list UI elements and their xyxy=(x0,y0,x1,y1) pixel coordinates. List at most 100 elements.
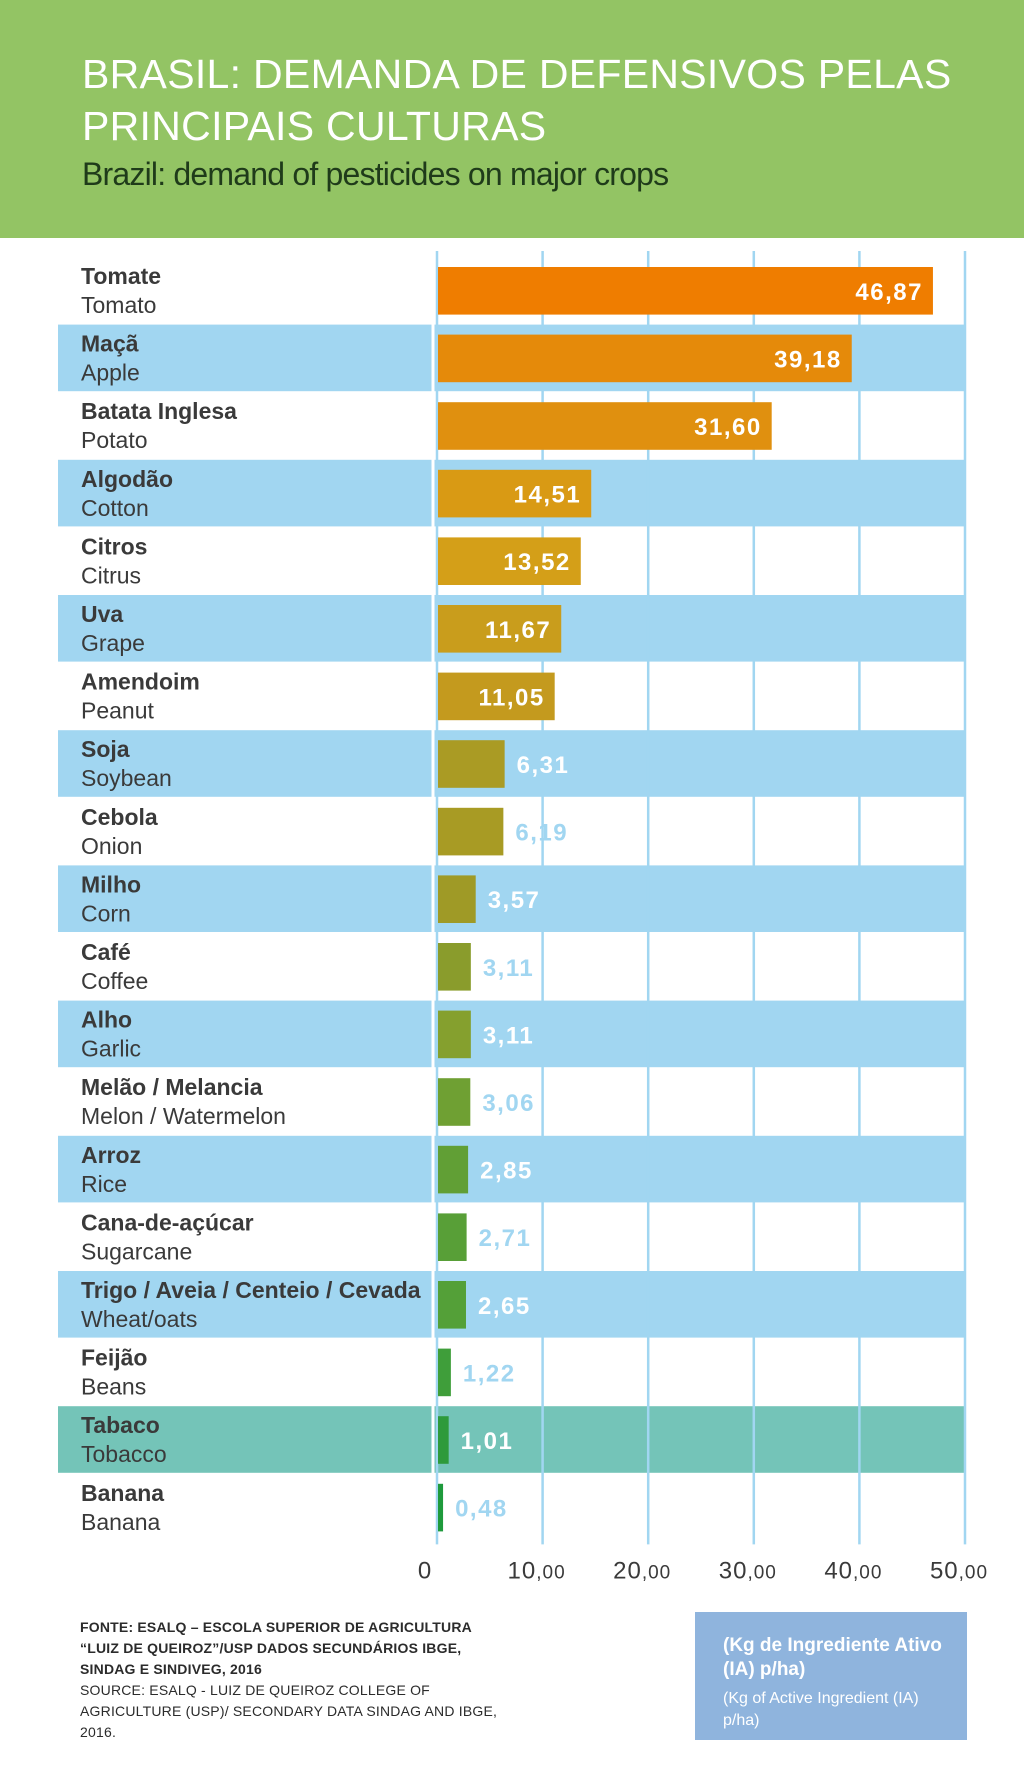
category-label-pt: Tabaco xyxy=(81,1412,160,1438)
x-tick-decimal: ,00 xyxy=(536,1562,565,1583)
bar xyxy=(438,605,562,653)
bar xyxy=(438,1213,467,1261)
x-tick-number: 10 xyxy=(508,1557,537,1584)
category-label-pt: Citros xyxy=(81,533,147,559)
category-label-pt: Banana xyxy=(81,1480,164,1506)
category-label-pt: Feijão xyxy=(81,1345,147,1371)
value-label: 3,57 xyxy=(488,887,541,914)
value-label: 39,18 xyxy=(774,346,842,373)
category-label-pt: Tomate xyxy=(81,263,161,289)
bar xyxy=(438,740,505,788)
category-label-pt: Cana-de-açúcar xyxy=(81,1209,254,1235)
x-tick-decimal: ,00 xyxy=(642,1562,671,1583)
bar xyxy=(438,1078,471,1126)
category-label-en: Corn xyxy=(81,900,131,926)
category-label-pt: Alho xyxy=(81,1007,132,1033)
bar xyxy=(438,1010,471,1059)
x-tick-decimal: ,00 xyxy=(747,1562,776,1583)
value-label: 6,19 xyxy=(515,820,568,847)
row-band xyxy=(58,1406,965,1473)
bar xyxy=(438,1348,451,1397)
bar xyxy=(438,1145,469,1194)
category-label-pt: Café xyxy=(81,939,131,965)
x-tick-number: 20 xyxy=(613,1557,642,1584)
category-label-en: Apple xyxy=(81,360,140,386)
x-tick-label: 30,00 xyxy=(719,1557,777,1584)
x-tick-decimal: ,00 xyxy=(959,1562,988,1583)
value-label: 3,11 xyxy=(483,955,534,982)
bar xyxy=(438,469,592,518)
value-label: 13,52 xyxy=(503,549,571,576)
value-label: 3,06 xyxy=(482,1090,535,1117)
value-label: 1,01 xyxy=(461,1428,514,1455)
x-tick-number: 0 xyxy=(418,1557,432,1584)
category-label-en: Rice xyxy=(81,1171,127,1197)
category-label-en: Tomato xyxy=(81,292,156,318)
value-label: 11,67 xyxy=(485,617,551,644)
category-label-en: Peanut xyxy=(81,698,155,724)
x-tick-number: 50 xyxy=(930,1557,959,1584)
bar-chart: Tomate Tomato 46,87 Maçã Apple 39,18 Batata In… xyxy=(58,251,988,1584)
category-label-en: Garlic xyxy=(81,1036,141,1062)
category-label-en: Wheat/oats xyxy=(81,1306,197,1332)
bar xyxy=(438,807,504,856)
category-label-pt: Melão / Melancia xyxy=(81,1074,263,1100)
category-label-en: Citrus xyxy=(81,562,141,588)
row-band xyxy=(58,865,965,932)
bar xyxy=(438,402,772,450)
chart-title: BRASIL: DEMANDA DE DEFENSIVOS PELAS PRIN… xyxy=(82,51,952,149)
value-label: 11,05 xyxy=(478,684,544,711)
x-tick-label: 20,00 xyxy=(613,1557,671,1584)
source-en: SOURCE: ESALQ - LUIZ DE QUEIROZ COLLEGE … xyxy=(80,1682,498,1740)
bar xyxy=(438,672,555,721)
x-tick-number: 30 xyxy=(719,1557,748,1584)
row-band xyxy=(58,1135,965,1203)
x-tick-decimal: ,00 xyxy=(853,1562,882,1583)
category-label-en: Cotton xyxy=(81,495,149,521)
x-tick-label: 40,00 xyxy=(824,1557,882,1584)
category-label-en: Banana xyxy=(81,1509,161,1535)
category-label-en: Coffee xyxy=(81,968,148,994)
bar xyxy=(438,1281,466,1329)
category-label-pt: Amendoim xyxy=(81,669,200,695)
x-tick-label: 10,00 xyxy=(508,1557,566,1584)
value-label: 3,11 xyxy=(483,1022,534,1049)
category-label-pt: Batata Inglesa xyxy=(81,398,237,424)
x-tick-label: 50,00 xyxy=(930,1557,988,1584)
category-label-en: Sugarcane xyxy=(81,1238,192,1264)
value-label: 1,22 xyxy=(463,1360,516,1387)
category-label-en: Potato xyxy=(81,427,148,453)
value-label: 14,51 xyxy=(514,482,582,509)
category-label-en: Soybean xyxy=(81,765,172,791)
category-label-pt: Cebola xyxy=(81,804,158,830)
bar xyxy=(438,537,581,585)
chart-subtitle: Brazil: demand of pesticides on major cr… xyxy=(82,156,669,192)
bar xyxy=(438,1416,449,1464)
row-band xyxy=(58,1271,965,1338)
value-label: 2,71 xyxy=(479,1225,532,1252)
category-label-en: Grape xyxy=(81,630,145,656)
bar xyxy=(438,875,476,923)
category-label-pt: Milho xyxy=(81,871,141,897)
category-label-pt: Algodão xyxy=(81,466,173,492)
category-label-en: Beans xyxy=(81,1374,146,1400)
row-band xyxy=(58,730,965,797)
header-banner: BRASIL: DEMANDA DE DEFENSIVOS PELAS PRIN… xyxy=(0,0,1024,238)
bar xyxy=(438,1483,444,1532)
value-label: 6,31 xyxy=(517,752,570,779)
bar xyxy=(438,943,471,991)
value-label: 46,87 xyxy=(855,279,923,306)
category-label-pt: Maçã xyxy=(81,331,139,357)
category-label-pt: Uva xyxy=(81,601,123,627)
value-label: 2,85 xyxy=(480,1158,533,1185)
value-label: 31,60 xyxy=(694,414,762,441)
bar xyxy=(438,334,852,383)
unit-legend-box: (Kg de Ingrediente Ativo (IA) p/ha) (Kg … xyxy=(695,1612,967,1740)
category-label-pt: Trigo / Aveia / Centeio / Cevada xyxy=(81,1277,421,1303)
value-label: 0,48 xyxy=(455,1496,508,1523)
bar xyxy=(438,267,933,315)
category-label-en: Melon / Watermelon xyxy=(81,1103,286,1129)
category-label-pt: Soja xyxy=(81,736,130,762)
value-label: 2,65 xyxy=(478,1293,531,1320)
unit-en: (Kg of Active Ingredient (IA) p/ha) xyxy=(723,1690,919,1729)
